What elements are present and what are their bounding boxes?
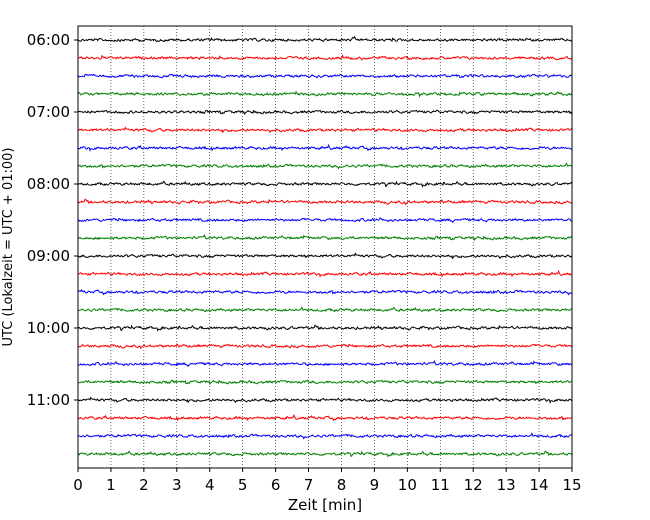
trace-0815 [77,198,573,206]
seismogram-traces [77,35,573,458]
trace-0715 [77,126,573,134]
trace-1100 [77,396,573,404]
plot-background [78,26,572,468]
x-tick-label: 4 [205,476,215,494]
y-tick-label: 07:00 [27,103,70,121]
x-axis: 0 1 2 3 4 5 6 7 8 9 10 11 12 13 14 15 [73,468,582,494]
x-tick-label: 12 [464,476,483,494]
y-axis-label: UTC (Lokalzeit = UTC + 01:00) [1,148,16,347]
trace-1130 [77,432,573,440]
plot-frame [77,25,573,469]
y-tick-label: 08:00 [27,175,70,193]
trace-0615 [77,54,573,61]
y-tick-label: 11:00 [27,391,70,409]
x-tick-label: 15 [562,476,581,494]
y-tick-label: 10:00 [27,319,70,337]
x-tick-label: 7 [304,476,314,494]
x-tick-label: 13 [497,476,516,494]
trace-1030 [77,360,573,368]
trace-0945 [77,306,573,313]
x-tick-label: 2 [139,476,149,494]
trace-0900 [77,252,573,260]
x-tick-label: 1 [106,476,116,494]
trace-0600 [77,35,573,43]
x-tick-label: 10 [398,476,417,494]
trace-1145 [77,450,573,458]
trace-1015 [77,343,573,350]
x-tick-label: 0 [73,476,83,494]
x-tick-label: 8 [337,476,347,494]
x-tick-label: 9 [370,476,380,494]
trace-0730 [77,143,573,152]
trace-1045 [77,379,573,386]
x-tick-label: 14 [530,476,549,494]
trace-0700 [77,109,573,116]
y-tick-label: 09:00 [27,247,70,265]
trace-0630 [77,73,573,79]
trace-0645 [77,90,573,98]
y-axis: 06:00 07:00 08:00 09:00 10:00 11:00 [27,31,78,409]
x-tick-label: 3 [172,476,182,494]
x-axis-label: Zeit [min] [288,496,362,514]
trace-0845 [77,234,573,242]
trace-0830 [77,217,573,224]
x-tick-label: 11 [431,476,450,494]
y-tick-label: 06:00 [27,31,70,49]
trace-0930 [77,288,573,296]
x-tick-label: 6 [271,476,281,494]
trace-0800 [77,180,573,188]
trace-1115 [77,413,573,422]
trace-0745 [77,162,573,170]
x-tick-label: 5 [238,476,248,494]
trace-1000 [78,324,573,332]
trace-0915 [77,269,573,278]
